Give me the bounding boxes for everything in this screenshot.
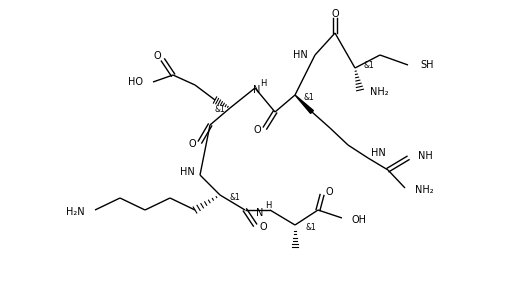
- Text: &1: &1: [230, 192, 241, 201]
- Text: HO: HO: [128, 77, 143, 87]
- Text: &1: &1: [214, 105, 225, 115]
- Text: HN: HN: [371, 148, 386, 158]
- Text: H: H: [265, 200, 271, 209]
- Text: H₂N: H₂N: [66, 207, 85, 217]
- Text: O: O: [253, 125, 261, 135]
- Text: &1: &1: [364, 61, 375, 70]
- Text: SH: SH: [420, 60, 433, 70]
- Text: O: O: [331, 9, 339, 19]
- Text: N: N: [253, 85, 261, 95]
- Text: HN: HN: [293, 50, 308, 60]
- Text: H: H: [260, 78, 267, 88]
- Text: NH₂: NH₂: [370, 87, 389, 97]
- Text: &1: &1: [304, 92, 315, 102]
- Text: NH₂: NH₂: [415, 185, 434, 195]
- Text: O: O: [259, 222, 267, 232]
- Text: N: N: [255, 208, 263, 218]
- Text: NH: NH: [418, 151, 433, 161]
- Text: O: O: [153, 51, 161, 61]
- Text: HN: HN: [180, 167, 195, 177]
- Text: &1: &1: [305, 222, 316, 231]
- Text: O: O: [325, 187, 332, 197]
- Text: OH: OH: [352, 215, 367, 225]
- Polygon shape: [295, 95, 313, 113]
- Text: O: O: [189, 139, 196, 149]
